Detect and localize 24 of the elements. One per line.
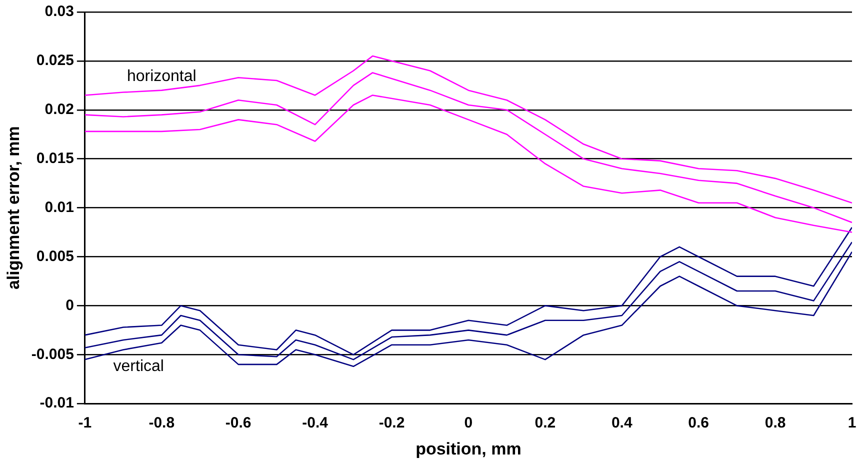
y-tick-label: 0: [66, 296, 74, 314]
y-tick-label: 0.01: [44, 198, 74, 216]
x-tick-label: -0.2: [378, 414, 405, 432]
x-tick-label: 1: [848, 414, 856, 432]
y-tick-label: -0.005: [31, 346, 74, 363]
y-tick-label: 0.02: [44, 101, 74, 118]
x-tick-label: -1: [78, 414, 92, 432]
x-tick-label: 0.2: [534, 414, 556, 432]
x-tick-label: 0.6: [688, 414, 710, 432]
x-tick-label: -0.6: [225, 414, 252, 432]
annotation: vertical: [113, 358, 164, 375]
y-tick-label: -0.01: [40, 394, 74, 412]
y-tick-label: 0.025: [36, 52, 74, 70]
x-axis-title: position, mm: [416, 439, 522, 458]
x-tick-label: -0.4: [302, 414, 329, 432]
x-tick-label: 0.8: [764, 414, 786, 432]
annotation: horizontal: [126, 68, 196, 86]
x-tick-label: 0.4: [611, 414, 633, 432]
y-axis-title: alignment error, mm: [4, 126, 23, 290]
y-tick-label: 0.03: [44, 3, 74, 20]
y-tick-label: 0.015: [36, 150, 74, 167]
y-tick-label: 0.005: [36, 248, 74, 265]
x-tick-label: 0: [464, 414, 473, 432]
x-tick-label: -0.8: [148, 414, 175, 432]
